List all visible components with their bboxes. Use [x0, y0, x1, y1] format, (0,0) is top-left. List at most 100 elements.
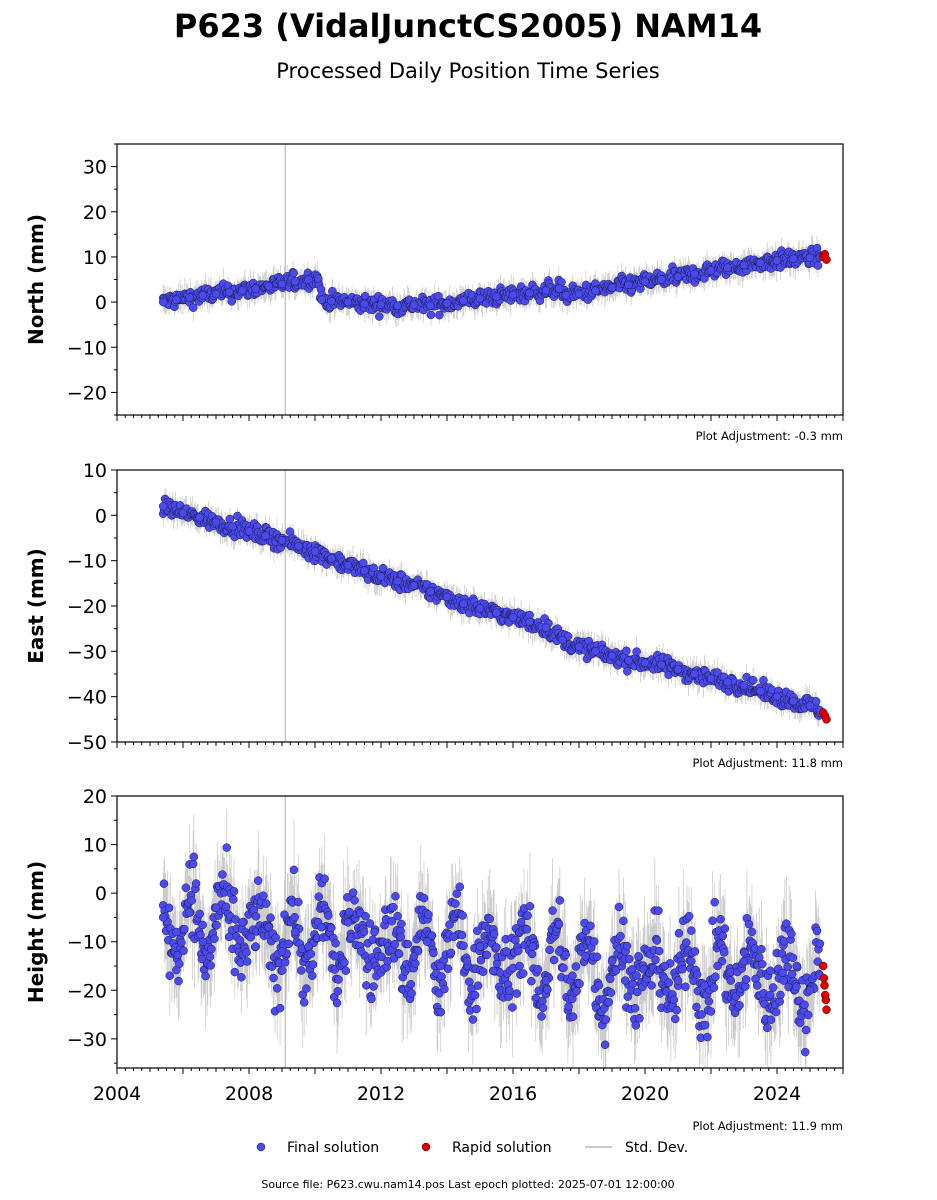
final-point [619, 916, 628, 926]
final-point [473, 926, 482, 936]
final-point [488, 966, 498, 976]
final-point [673, 272, 683, 282]
final-point [614, 902, 624, 912]
final-point [706, 1007, 716, 1016]
final-point [299, 998, 309, 1007]
final-point [343, 560, 353, 570]
final-point [606, 974, 615, 984]
final-point [726, 976, 736, 985]
final-point [633, 987, 642, 997]
rapid-solution-points [818, 249, 831, 264]
final-point [788, 953, 798, 963]
final-point [525, 617, 534, 627]
final-point [805, 701, 815, 710]
final-point [393, 301, 402, 310]
final-point [795, 1018, 805, 1028]
final-point [375, 312, 384, 321]
final-point [623, 992, 633, 1001]
final-point [475, 942, 485, 951]
final-point [198, 937, 208, 946]
final-point [177, 938, 186, 947]
final-point [607, 283, 617, 292]
rapid-point [819, 973, 829, 983]
final-point [654, 906, 663, 915]
final-point [320, 874, 329, 884]
final-point [180, 924, 189, 934]
final-point [549, 955, 559, 965]
final-point [306, 949, 316, 959]
final-point [739, 956, 749, 966]
final-point [314, 274, 323, 283]
final-point [468, 1015, 478, 1024]
final-point [159, 879, 169, 888]
final-solution-points [158, 243, 825, 321]
final-point [632, 647, 641, 656]
figure-title: P623 (VidalJunctCS2005) NAM14 [174, 7, 762, 45]
final-point [191, 879, 201, 888]
final-point [210, 934, 219, 944]
final-point [227, 297, 237, 306]
final-point [211, 289, 221, 299]
final-point [278, 966, 287, 975]
final-point [787, 969, 797, 979]
final-point [692, 1002, 701, 1012]
final-point [345, 907, 354, 917]
final-point [747, 927, 757, 937]
final-point [224, 932, 234, 942]
final-point [277, 279, 287, 289]
final-point [690, 269, 699, 279]
final-point [275, 1003, 285, 1013]
rapid-point [822, 715, 831, 724]
final-point [435, 310, 444, 320]
final-point [383, 956, 392, 966]
final-point [459, 941, 468, 951]
final-point [391, 892, 400, 901]
final-point [673, 665, 683, 674]
final-point [739, 260, 749, 270]
final-point [478, 967, 488, 976]
final-point [393, 911, 402, 921]
final-point [261, 899, 271, 908]
final-point [426, 310, 436, 320]
final-point [341, 966, 351, 975]
final-point [211, 517, 221, 527]
final-point [409, 581, 419, 590]
final-point [308, 960, 318, 969]
y-tick-label: −10 [67, 337, 107, 359]
final-point [811, 697, 821, 706]
final-point [772, 692, 782, 701]
final-point [397, 919, 406, 929]
final-point [508, 1003, 517, 1012]
final-point [158, 502, 168, 511]
final-point [475, 604, 485, 613]
final-point [489, 929, 499, 938]
final-point [221, 902, 231, 912]
final-point [332, 998, 342, 1008]
final-point [403, 939, 413, 949]
final-point [591, 647, 600, 656]
y-axis-label: North (mm) [24, 214, 48, 345]
rapid-point [820, 981, 829, 990]
final-point [327, 296, 336, 306]
final-point [574, 289, 584, 299]
final-point [251, 912, 261, 921]
final-point [805, 986, 815, 995]
final-point [475, 294, 485, 303]
rapid-point [822, 255, 831, 264]
final-point [195, 513, 204, 522]
final-point [789, 254, 798, 263]
final-point [175, 959, 184, 969]
final-point [158, 297, 168, 307]
final-point [459, 296, 468, 305]
final-point [681, 938, 691, 947]
final-point [630, 1003, 640, 1013]
final-point [522, 925, 532, 934]
final-point [607, 651, 617, 661]
final-point [697, 1010, 706, 1019]
final-point [632, 971, 641, 980]
final-point [776, 990, 785, 1000]
final-point [409, 952, 419, 961]
final-point [801, 1025, 811, 1035]
final-point [713, 961, 722, 971]
final-point [280, 958, 290, 967]
